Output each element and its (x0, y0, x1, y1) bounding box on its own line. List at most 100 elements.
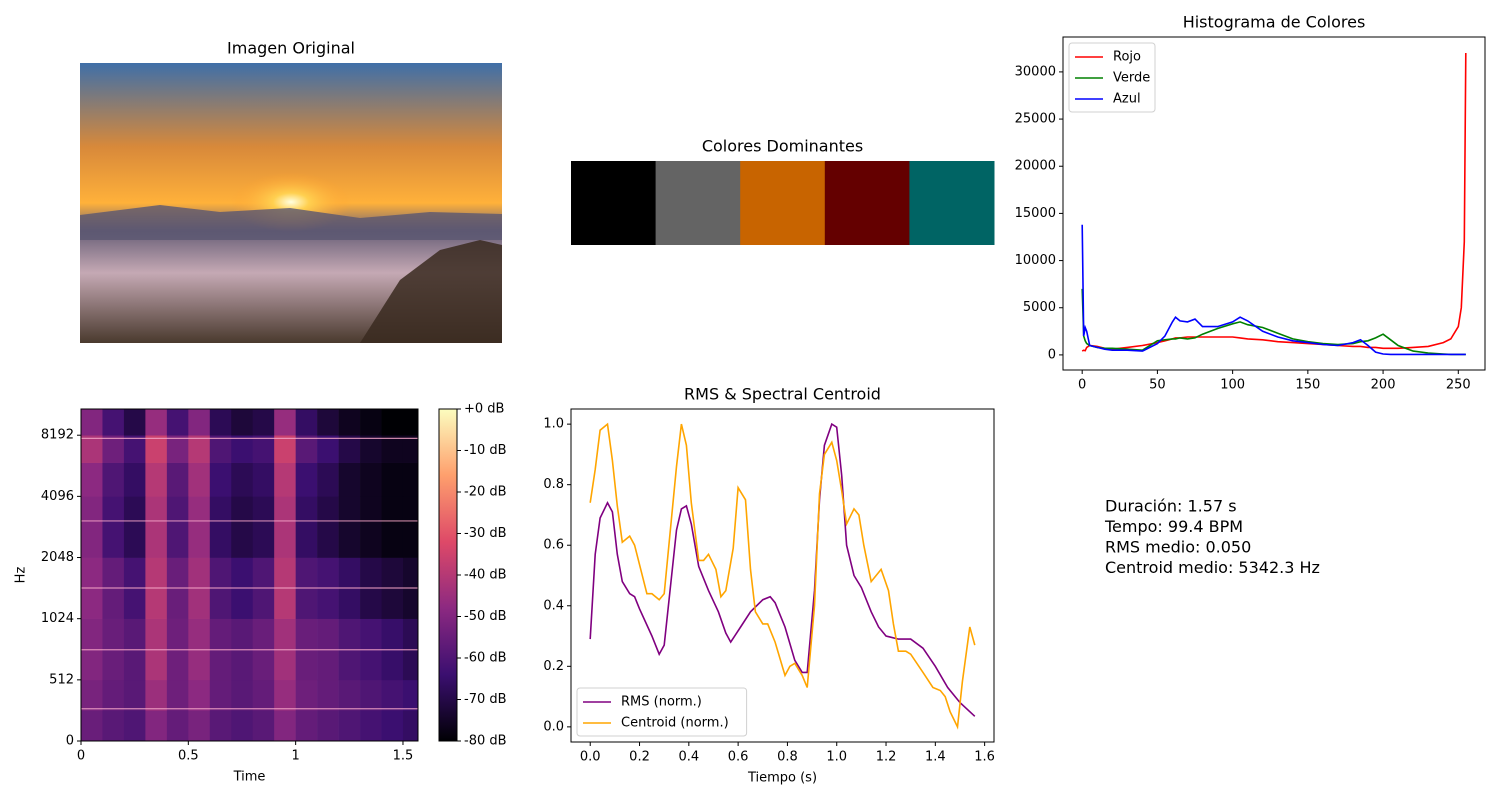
spectrogram-cell (295, 462, 318, 497)
spectrogram-cell (209, 462, 232, 497)
x-tick-label: 0.0 (580, 750, 601, 765)
spectrogram-cell (338, 409, 361, 436)
chart-title: Colores Dominantes (702, 137, 863, 156)
spectrogram-cell (338, 435, 361, 463)
plot-frame (80, 408, 419, 742)
x-tick-label: 100 (1220, 378, 1245, 393)
spectrogram-cell (274, 496, 296, 558)
spectrogram-cell (295, 409, 318, 436)
spectrogram-cell (102, 710, 125, 742)
x-tick-label: 1.4 (925, 750, 946, 765)
spectrogram-cell (123, 409, 146, 436)
info-line: Duración: 1.57 s (1105, 497, 1237, 516)
spectrogram-cell (81, 496, 103, 558)
legend-label: Centroid (norm.) (621, 716, 729, 731)
y-tick-label: 0 (1048, 347, 1056, 362)
y-tick-label: 0.8 (543, 477, 564, 492)
spectrogram-cell (188, 496, 211, 558)
spectrogram-cell (381, 435, 404, 463)
y-tick-label: 15000 (1015, 206, 1056, 221)
spectrogram-cell (317, 710, 339, 742)
legend-label: RMS (norm.) (621, 695, 702, 710)
spectrogram-cell (274, 409, 296, 436)
spectrogram-cell (338, 496, 361, 558)
spectrogram-cell (381, 462, 404, 497)
spectrogram-cell (360, 710, 382, 742)
spectrogram-cell (102, 679, 125, 711)
spectrogram-cell (81, 435, 103, 463)
info-line: Tempo: 99.4 BPM (1104, 517, 1243, 536)
colorbar-tick-label: -50 dB (464, 609, 507, 624)
spectrogram-cell (338, 710, 361, 742)
y-tick-label: 10000 (1015, 253, 1056, 268)
legend-label: Rojo (1113, 50, 1141, 65)
spectrogram-cell (209, 679, 232, 711)
spectrogram-cell (81, 462, 103, 497)
x-tick-label: 200 (1371, 378, 1396, 393)
spectrogram-cell (188, 435, 211, 463)
x-tick-label: 0.8 (777, 750, 798, 765)
x-tick-label: 0.2 (629, 750, 650, 765)
info-line: RMS medio: 0.050 (1105, 538, 1251, 557)
line (589, 422, 976, 730)
spectrogram-cell (317, 462, 339, 497)
legend-label: Azul (1113, 92, 1141, 107)
spectrogram-cell (166, 462, 189, 497)
y-tick-label: 0.4 (543, 598, 564, 613)
x-tick-label: 1 (292, 749, 300, 764)
spectrogram-cell (360, 435, 382, 463)
spectrogram-cell (274, 710, 296, 742)
colorbar-tick-label: -60 dB (464, 651, 507, 666)
spectrogram-cell (188, 679, 211, 711)
spectrogram-cell (295, 435, 318, 463)
spectrogram-cell (381, 496, 404, 558)
y-tick-label: 0.6 (543, 538, 564, 553)
y-tick-label: 1024 (41, 611, 74, 626)
spectrogram-cell (102, 496, 125, 558)
spectrogram-cell (188, 409, 211, 436)
legend-box (576, 687, 748, 737)
colorbar-tick-label: +0 dB (464, 402, 504, 417)
colorbar-tick-label: -80 dB (464, 734, 507, 749)
x-tick-label: 1.2 (876, 750, 897, 765)
spectrogram-cell (123, 496, 146, 558)
plot-frame (570, 408, 995, 743)
spectrogram-cell (166, 496, 189, 558)
spectrogram-cell (188, 462, 211, 497)
colorbar-tick-label: -30 dB (464, 526, 507, 541)
spectrogram-cell (145, 496, 168, 558)
info-line: Centroid medio: 5342.3 Hz (1105, 558, 1320, 577)
x-tick-label: 0.4 (678, 750, 699, 765)
spectrogram-cell (402, 496, 419, 558)
colorbar-tick-label: -10 dB (464, 443, 507, 458)
spectrogram-cell (381, 710, 404, 742)
chart-title: Imagen Original (227, 39, 355, 58)
spectrogram-cell (402, 435, 419, 463)
spectrogram-cell (360, 409, 382, 436)
spectrogram-cell (274, 679, 296, 711)
chart-title: RMS & Spectral Centroid (684, 385, 881, 404)
spectrogram-cell (123, 679, 146, 711)
spectrogram-cell (123, 435, 146, 463)
spectrogram-cell (252, 496, 275, 558)
spectrogram-cell (188, 710, 211, 742)
spectrogram-cell (381, 679, 404, 711)
spectrogram-cell (252, 710, 275, 742)
spectrogram-cell (231, 710, 254, 742)
spectrogram-cell (81, 710, 103, 742)
x-tick-label: 1.0 (826, 750, 847, 765)
x-tick-label: 1.6 (974, 750, 995, 765)
chart-title: Histograma de Colores (1183, 13, 1366, 32)
spectrogram-cell (145, 679, 168, 711)
spectrogram-cell (295, 710, 318, 742)
color-swatch (740, 161, 826, 245)
x-tick-label: 50 (1149, 378, 1166, 393)
spectrogram-cell (402, 679, 419, 711)
spectrogram-cell (102, 435, 125, 463)
y-tick-label: 1.0 (543, 417, 564, 432)
y-tick-label: 30000 (1015, 64, 1056, 79)
y-tick-label: 4096 (41, 489, 74, 504)
x-tick-label: 1.5 (393, 749, 414, 764)
